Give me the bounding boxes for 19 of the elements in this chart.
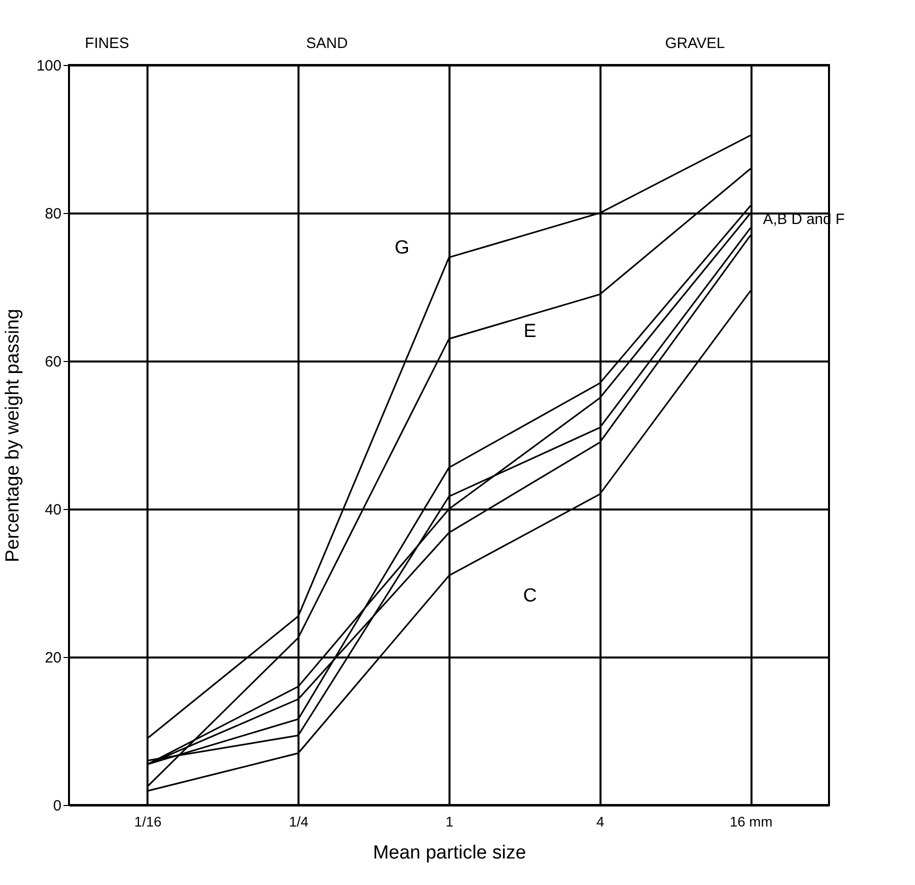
y-tick-label: 0: [53, 798, 62, 814]
y-axis-title: Percentage by weight passing: [2, 308, 24, 562]
x-tick-label: 1: [446, 814, 454, 830]
y-tick-label: 20: [44, 650, 62, 666]
x-tick-label: 1/4: [288, 814, 309, 830]
text: GRAVEL: [665, 35, 725, 52]
x-tick-label: 4: [596, 814, 604, 830]
x-axis-title: Mean particle size: [372, 842, 526, 864]
y-tick-label: 60: [44, 354, 62, 370]
x-tick-label: 1/16: [134, 814, 162, 830]
text: FINES: [84, 35, 130, 52]
y-tick-label: 100: [36, 58, 62, 74]
y-tick-label: 40: [44, 502, 62, 518]
text: C: [523, 586, 537, 607]
series-label: G: [394, 237, 410, 258]
series-label: E: [524, 320, 536, 342]
x-tick-label: 16 mm: [730, 814, 772, 830]
text: SAND: [306, 35, 348, 52]
y-tick-label: 80: [44, 206, 62, 222]
